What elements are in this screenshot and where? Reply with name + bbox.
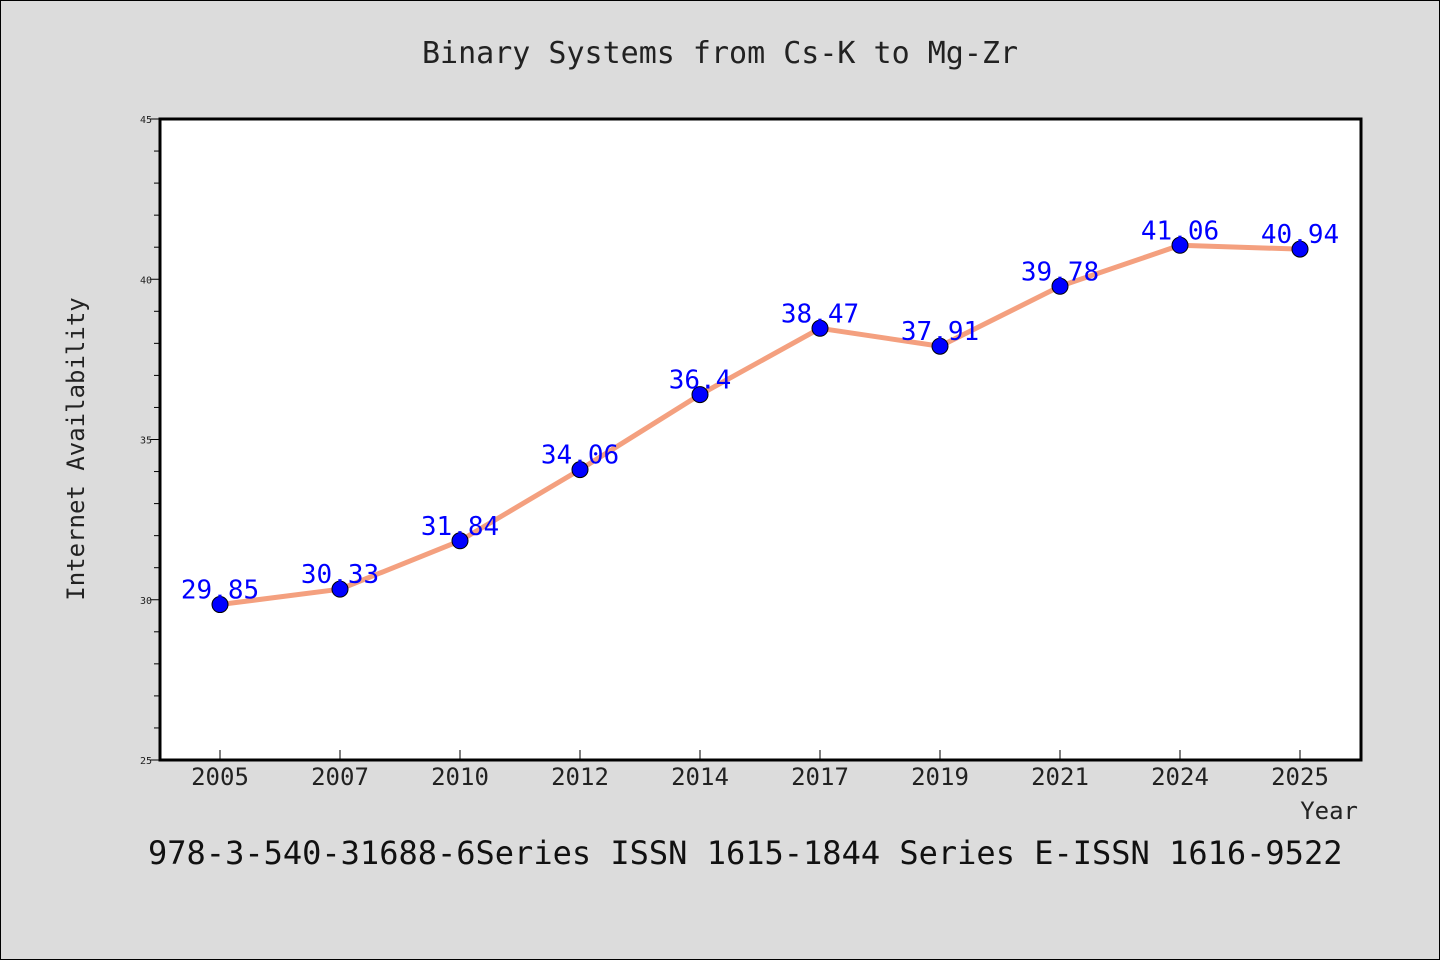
data-point (451, 532, 469, 550)
chart-title: Binary Systems from Cs-K to Mg-Zr (422, 36, 1018, 71)
y-tick-label: 25 (140, 756, 152, 767)
data-point (1291, 240, 1309, 258)
data-label: 40.94 (1261, 220, 1339, 250)
x-tick-label: 2010 (431, 763, 489, 791)
data-point (571, 461, 589, 479)
data-point (1051, 277, 1069, 295)
data-label: 38.47 (781, 299, 859, 329)
x-axis-label: Year (1300, 797, 1358, 825)
data-point (211, 596, 229, 614)
x-tick-label: 2025 (1271, 763, 1329, 791)
data-labels: 29.85 30.33 31.84 34.06 36.4 38.47 37.91 39.78 4… (181, 216, 1339, 605)
data-label: 34.06 (541, 441, 619, 471)
y-axis-label: Internet Availability (62, 297, 90, 600)
data-label: 29.85 (181, 576, 259, 606)
x-axis: 2005 2007 2010 2012 2014 2017 2019 2021 2024 2025 (191, 750, 1329, 791)
x-tick-label: 2005 (191, 763, 249, 791)
y-tick-label: 30 (140, 596, 152, 607)
x-tick-label: 2014 (671, 763, 729, 791)
plot-area (158, 117, 1363, 762)
x-tick-label: 2024 (1151, 763, 1209, 791)
y-tick-label: 45 (140, 115, 152, 126)
data-label: 30.33 (301, 560, 379, 590)
data-label: 37.91 (901, 317, 979, 347)
y-tick-label: 40 (140, 275, 152, 286)
x-tick-label: 2007 (311, 763, 369, 791)
data-label: 39.78 (1021, 257, 1099, 287)
data-label: 36.4 (669, 366, 732, 396)
series-markers (211, 236, 1309, 614)
x-tick-label: 2019 (911, 763, 969, 791)
x-tick-label: 2012 (551, 763, 609, 791)
y-tick-label: 35 (140, 436, 152, 447)
x-tick-label: 2017 (791, 763, 849, 791)
footer-isbn-text: 978-3-540-31688-6Series ISSN 1615-1844 S… (148, 834, 1342, 872)
data-point (331, 580, 349, 598)
data-label: 31.84 (421, 512, 499, 542)
series-line (219, 242, 1301, 608)
data-point (931, 337, 949, 355)
data-label: 41.06 (1141, 216, 1219, 246)
x-tick-label: 2021 (1031, 763, 1089, 791)
data-point (1171, 236, 1189, 254)
data-point (691, 386, 709, 404)
data-point (811, 319, 829, 337)
y-axis: 25 30 35 40 45 (140, 115, 160, 767)
